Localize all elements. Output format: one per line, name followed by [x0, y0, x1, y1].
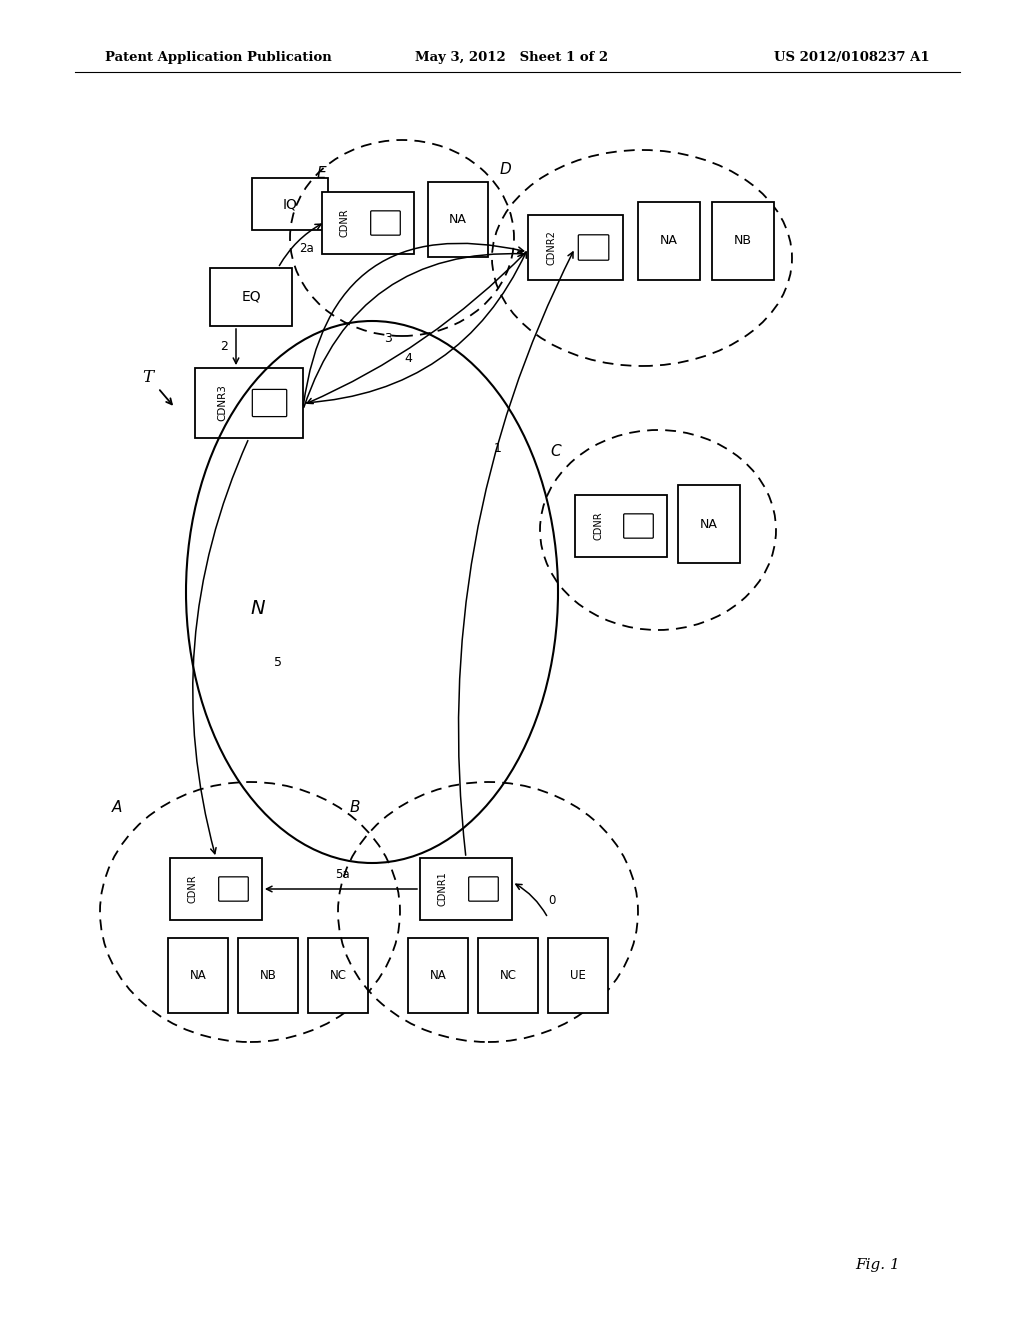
Bar — [528, 215, 623, 280]
Text: A: A — [112, 800, 123, 814]
Text: 1: 1 — [494, 441, 502, 454]
Text: NA: NA — [450, 213, 467, 226]
Text: US 2012/0108237 A1: US 2012/0108237 A1 — [774, 51, 930, 65]
Text: NB: NB — [259, 969, 276, 982]
Bar — [678, 484, 740, 564]
Bar — [712, 202, 774, 280]
Text: EQ: EQ — [242, 290, 261, 304]
Text: IQ: IQ — [283, 197, 297, 211]
Text: 3: 3 — [384, 331, 392, 345]
Text: NC: NC — [330, 969, 346, 982]
Bar — [575, 495, 667, 557]
Text: C: C — [550, 445, 560, 459]
Bar — [252, 178, 328, 230]
Text: CDNR1: CDNR1 — [438, 871, 449, 907]
Text: 5a: 5a — [335, 869, 349, 882]
Text: 2: 2 — [220, 341, 228, 354]
Text: UE: UE — [570, 969, 586, 982]
Bar — [168, 939, 228, 1012]
FancyBboxPatch shape — [624, 513, 653, 539]
Bar — [638, 202, 700, 280]
Text: CDNR3: CDNR3 — [217, 384, 227, 421]
Text: B: B — [350, 800, 360, 814]
Bar — [195, 368, 303, 438]
Bar — [548, 939, 608, 1012]
Text: E: E — [317, 165, 327, 181]
Text: Fig. 1: Fig. 1 — [855, 1258, 900, 1272]
FancyBboxPatch shape — [371, 211, 400, 235]
Text: NA: NA — [700, 517, 718, 531]
FancyBboxPatch shape — [219, 876, 248, 902]
Text: N: N — [251, 598, 265, 618]
Text: NC: NC — [500, 969, 516, 982]
Bar — [428, 182, 488, 257]
Bar — [308, 939, 368, 1012]
FancyBboxPatch shape — [252, 389, 287, 417]
Text: NA: NA — [660, 235, 678, 248]
Bar — [408, 939, 468, 1012]
Text: Patent Application Publication: Patent Application Publication — [105, 51, 332, 65]
Text: CDNR: CDNR — [188, 875, 198, 903]
Text: 5: 5 — [274, 656, 282, 668]
Text: CDNR2: CDNR2 — [547, 230, 557, 265]
Text: May 3, 2012   Sheet 1 of 2: May 3, 2012 Sheet 1 of 2 — [416, 51, 608, 65]
FancyBboxPatch shape — [579, 235, 609, 260]
FancyBboxPatch shape — [469, 876, 499, 902]
Text: 0: 0 — [548, 894, 555, 907]
Bar — [210, 268, 292, 326]
Bar — [238, 939, 298, 1012]
Bar — [420, 858, 512, 920]
Text: 2a: 2a — [299, 242, 313, 255]
Bar — [322, 191, 414, 253]
Text: 4: 4 — [404, 351, 412, 364]
Text: NA: NA — [189, 969, 207, 982]
Text: CDNR: CDNR — [340, 209, 350, 238]
Bar — [478, 939, 538, 1012]
Text: CDNR: CDNR — [593, 512, 603, 540]
Bar — [170, 858, 262, 920]
Text: NB: NB — [734, 235, 752, 248]
Text: D: D — [500, 162, 512, 177]
Text: NA: NA — [430, 969, 446, 982]
Text: T: T — [142, 370, 154, 387]
